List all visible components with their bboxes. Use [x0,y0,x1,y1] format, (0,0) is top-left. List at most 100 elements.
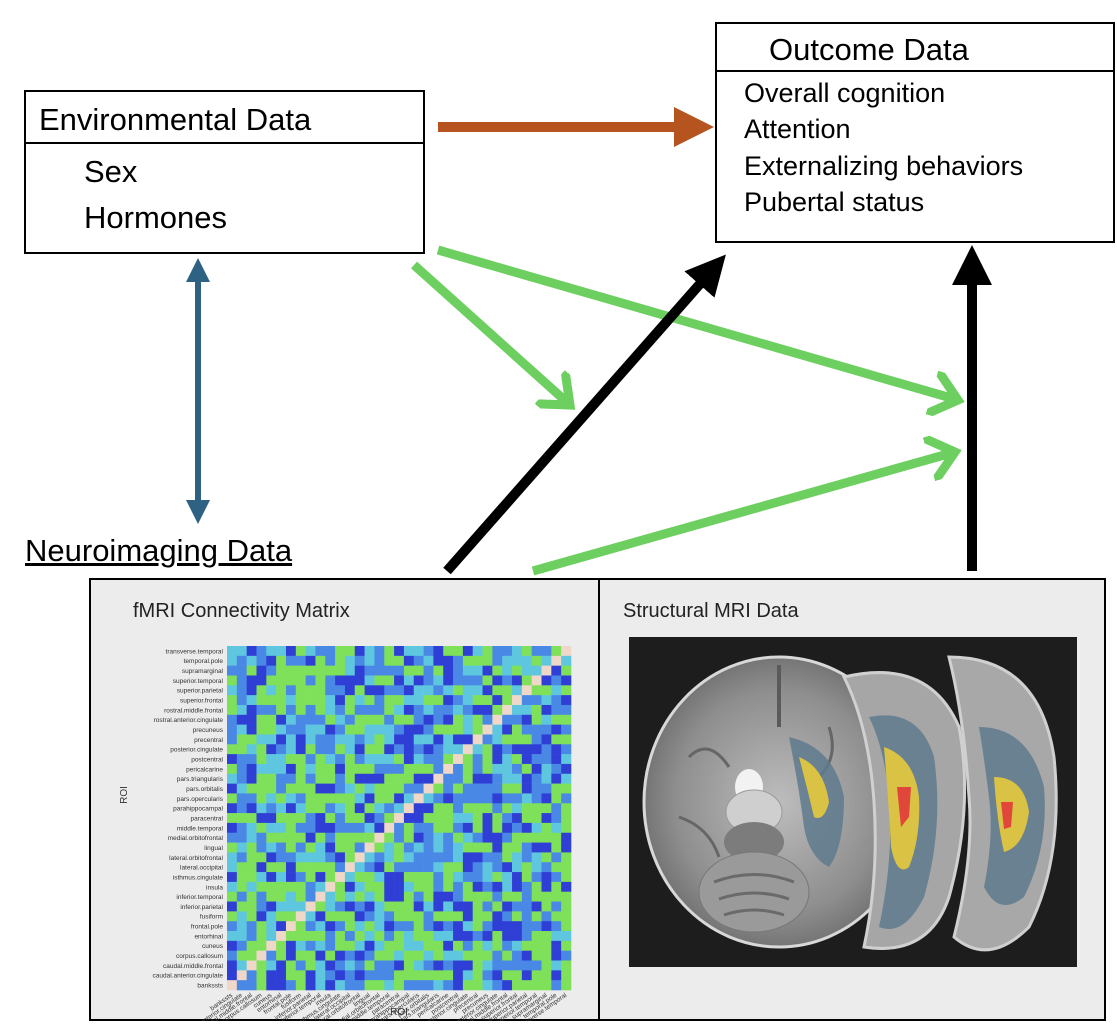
matrix-cell [227,754,238,765]
matrix-cell [433,724,444,735]
matrix-cell [512,872,523,883]
matrix-cell [541,744,552,755]
matrix-cell [227,832,238,843]
matrix-cell [305,714,316,725]
matrix-cell [305,970,316,981]
matrix-cell [276,803,287,814]
matrix-cell [325,665,336,676]
matrix-cell [295,655,306,666]
brain-slice-overlay-left [789,737,844,867]
matrix-cell [246,655,257,666]
matrix-cell [227,891,238,902]
matrix-cell [492,852,503,863]
matrix-cell [256,724,267,735]
matrix-cell [384,763,395,775]
matrix-cell [541,891,552,902]
matrix-cell [492,695,503,706]
matrix-cell [394,754,405,765]
matrix-cell [364,872,375,883]
matrix-cell [236,724,247,735]
connectivity-matrix: bankssts caudal.anterior.cingulate caudal.… [119,646,572,1021]
matrix-cell [492,773,503,784]
matrix-cell [531,813,542,824]
matrix-cell [256,921,267,932]
matrix-cell [413,911,424,922]
matrix-cell [354,665,365,676]
matrix-cell [276,685,287,696]
matrix-cell [472,872,483,883]
matrix-cell [305,665,316,676]
matrix-cell [453,754,464,765]
matrix-cell [423,754,434,765]
matrix-cell [492,970,503,981]
matrix-cell [305,773,316,784]
matrix-cell [344,665,356,676]
matrix-cell [315,724,326,735]
matrix-cell [384,773,395,784]
matrix-cell [335,872,346,883]
matrix-cell [521,704,532,716]
matrix-cell [305,763,316,775]
matrix-cell [433,872,444,883]
matrix-cell [384,911,395,922]
matrix-cell [266,891,277,902]
matrix-cell [492,744,503,755]
matrix-cell [521,773,532,784]
matrix-cell [364,813,375,824]
matrix-cell [295,734,306,745]
matrix-cell [551,773,562,784]
matrix-cell [344,852,356,863]
matrix-cell [266,734,277,745]
matrix-cell [472,960,483,971]
matrix-cell [492,931,503,942]
matrix-cell [403,872,415,883]
matrix-cell [472,980,483,991]
matrix-cell [354,881,365,893]
matrix-cell [374,911,385,922]
matrix-cell [443,852,454,863]
matrix-cell [256,980,267,991]
matrix-cell [403,881,415,893]
matrix-cell [531,980,542,991]
matrix-cell [403,931,415,942]
matrix-cell [384,881,395,893]
matrix-cell [403,822,415,834]
matrix-cell [502,813,513,824]
matrix-cell [236,980,247,991]
matrix-cell [305,793,316,804]
matrix-cell [551,724,562,735]
matrix-cell [512,950,523,961]
matrix-cell [502,724,513,735]
matrix-cell [433,803,444,814]
matrix-cell [335,822,346,834]
matrix-cell [325,744,336,755]
matrix-cell [551,950,562,961]
matrix-cell [453,960,464,971]
matrix-cell [236,813,247,824]
matrix-cell [246,773,257,784]
matrix-cell [453,940,464,951]
matrix-cell [315,803,326,814]
matrix-cell [384,872,395,883]
matrix-cell [413,950,424,961]
matrix-cell [364,832,375,843]
matrix-cell [413,744,424,755]
matrix-y-tick-label: bankssts [197,983,223,990]
matrix-y-tick-label: lingual [204,845,223,852]
matrix-cell [433,921,444,932]
matrix-cell [266,911,277,922]
matrix-cell [482,960,493,971]
matrix-cell [433,646,444,657]
matrix-cell [335,655,346,666]
matrix-cell [423,695,434,706]
matrix-cell [423,813,434,824]
matrix-cell [276,783,287,794]
matrix-cell [443,911,454,922]
matrix-cell [325,911,336,922]
matrix-cell [374,803,385,814]
matrix-cell [521,675,532,686]
matrix-cell [246,813,257,824]
matrix-cell [266,675,277,686]
matrix-cell [315,921,326,932]
